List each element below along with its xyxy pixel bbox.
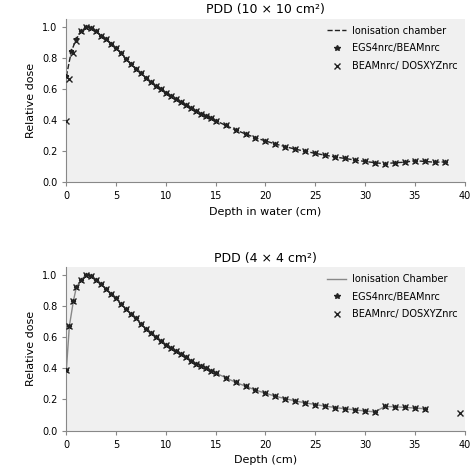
- Legend: Ionisation Chamber, EGS4nrc/BEAMnrc, BEAMnrc/ DOSXYZnrc: Ionisation Chamber, EGS4nrc/BEAMnrc, BEA…: [325, 272, 460, 322]
- X-axis label: Depth in water (cm): Depth in water (cm): [210, 207, 321, 217]
- Legend: Ionisation chamber, EGS4nrc/BEAMnrc, BEAMnrc/ DOSXYZnrc: Ionisation chamber, EGS4nrc/BEAMnrc, BEA…: [325, 23, 460, 73]
- Y-axis label: Relative dose: Relative dose: [27, 63, 36, 138]
- Title: PDD (10 × 10 cm²): PDD (10 × 10 cm²): [206, 3, 325, 16]
- Y-axis label: Relative dose: Relative dose: [27, 311, 36, 387]
- Title: PDD (4 × 4 cm²): PDD (4 × 4 cm²): [214, 252, 317, 264]
- X-axis label: Depth (cm): Depth (cm): [234, 455, 297, 465]
